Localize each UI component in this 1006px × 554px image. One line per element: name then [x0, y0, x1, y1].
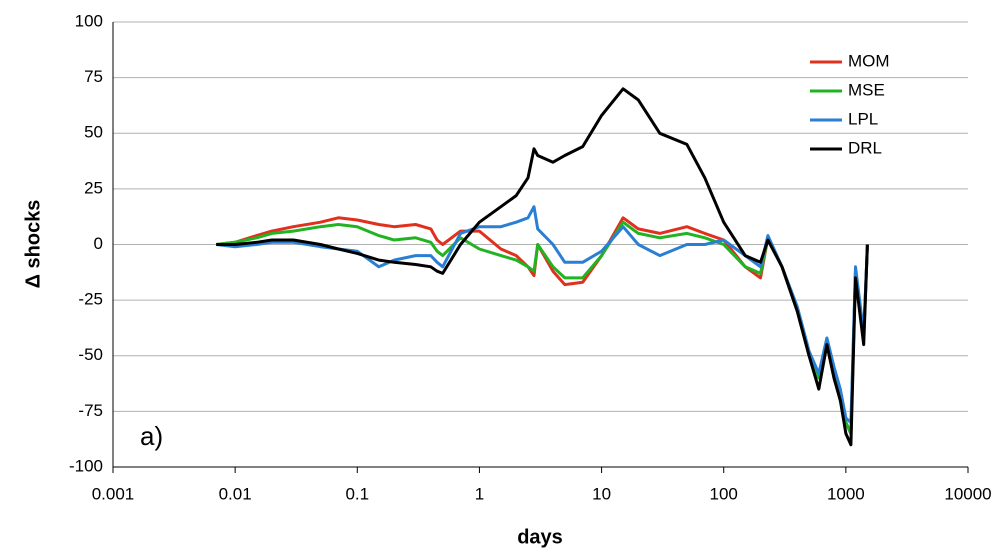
x-tick-label: 0.01	[219, 484, 252, 503]
y-tick-label: -50	[78, 345, 103, 364]
x-tick-label: 10	[592, 484, 611, 503]
annotation: a)	[140, 421, 163, 451]
x-tick-label: 10000	[944, 484, 991, 503]
x-axis-label: days	[517, 526, 563, 548]
x-tick-label: 0.001	[92, 484, 135, 503]
legend-label: MOM	[848, 51, 890, 70]
x-tick-label: 1	[475, 484, 484, 503]
y-axis-label: Δ shocks	[22, 200, 44, 289]
legend-label: LPL	[848, 109, 878, 128]
x-tick-label: 1000	[827, 484, 865, 503]
y-tick-label: -75	[78, 401, 103, 420]
legend-label: DRL	[848, 138, 882, 157]
y-tick-label: 50	[84, 123, 103, 142]
legend-label: MSE	[848, 80, 885, 99]
data-line	[216, 205, 869, 424]
y-tick-label: 75	[84, 67, 103, 86]
y-tick-label: -100	[69, 456, 103, 475]
y-tick-label: 25	[84, 178, 103, 197]
y-tick-label: 100	[75, 11, 103, 30]
y-tick-label: 0	[94, 234, 103, 253]
y-tick-label: -25	[78, 290, 103, 309]
data-line	[216, 87, 869, 447]
x-tick-label: 0.1	[345, 484, 369, 503]
x-tick-label: 100	[710, 484, 738, 503]
